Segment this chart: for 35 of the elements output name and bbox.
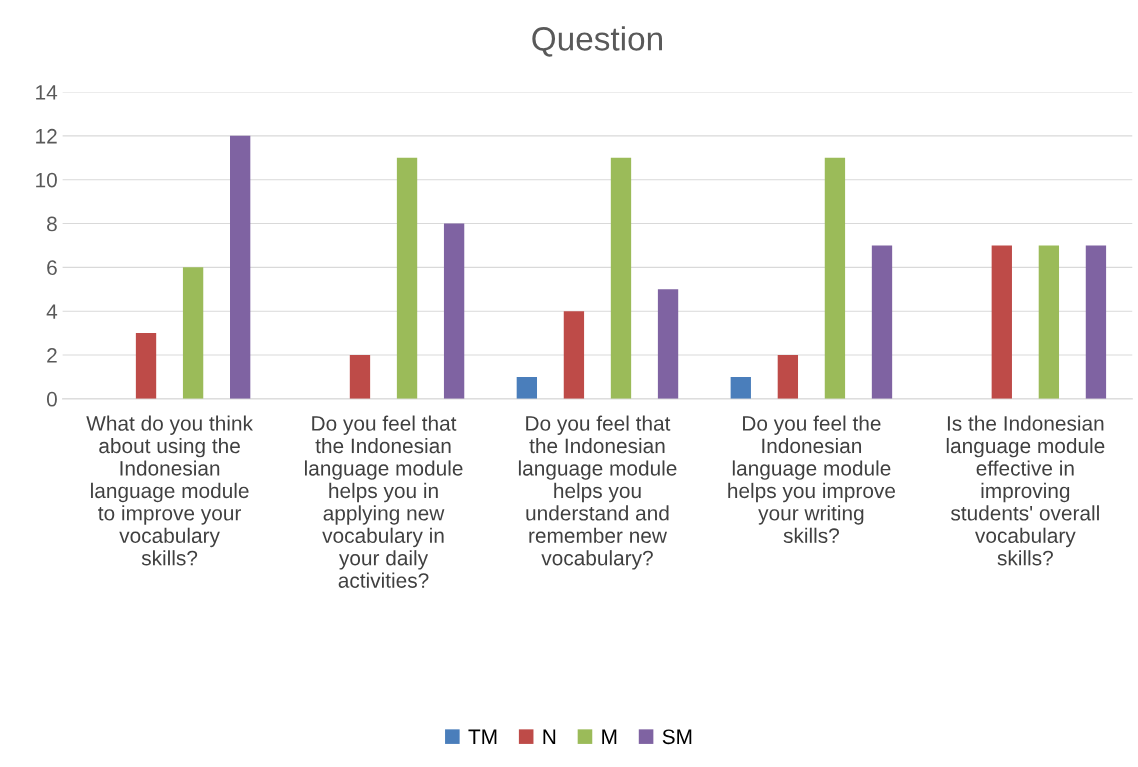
legend-label: SM — [662, 729, 692, 745]
bar — [182, 267, 204, 399]
x-tick-label: What do you think about using the Indonesian language module to improve your vocabulary skills? — [86, 415, 253, 566]
y-tick-label: 4 — [46, 304, 58, 319]
x-tick-label: Do you feel that the Indonesian language module helps you in applying new vocabulary in your daily activities? — [304, 415, 463, 588]
y-tick-label: 14 — [36, 85, 58, 100]
bar — [516, 376, 538, 399]
x-tick-label: Do you feel that the Indonesian language module helps you understand and remember new vocabulary? — [518, 415, 677, 570]
legend-label: TM — [468, 729, 497, 744]
bar — [610, 157, 632, 399]
bar — [443, 223, 465, 399]
bar — [871, 245, 893, 399]
bar — [1085, 245, 1107, 399]
chart-title: Question — [532, 26, 662, 57]
bar — [730, 376, 751, 399]
legend-label: M — [602, 729, 617, 744]
bar — [1038, 245, 1060, 399]
y-tick-label: 6 — [47, 260, 57, 276]
x-tick-label: Do you feel the Indonesian language module helps you improve your writing skills? — [728, 415, 896, 544]
bar — [657, 289, 679, 399]
bar — [824, 157, 846, 399]
y-tick-label: 0 — [46, 391, 57, 407]
y-tick-label: 8 — [47, 216, 57, 232]
y-tick-label: 2 — [47, 348, 57, 363]
y-tick-label: 10 — [36, 172, 57, 188]
bar — [349, 355, 371, 399]
bar — [563, 311, 585, 399]
legend-label: N — [543, 729, 556, 744]
bar — [135, 333, 157, 399]
bar — [230, 135, 251, 399]
bar — [396, 157, 418, 399]
bar — [777, 355, 799, 399]
bar — [991, 245, 1012, 399]
x-tick-label: Is the Indonesian language module effective in improving students' overall vocabulary skills? — [946, 415, 1105, 566]
y-tick-label: 12 — [36, 128, 57, 144]
